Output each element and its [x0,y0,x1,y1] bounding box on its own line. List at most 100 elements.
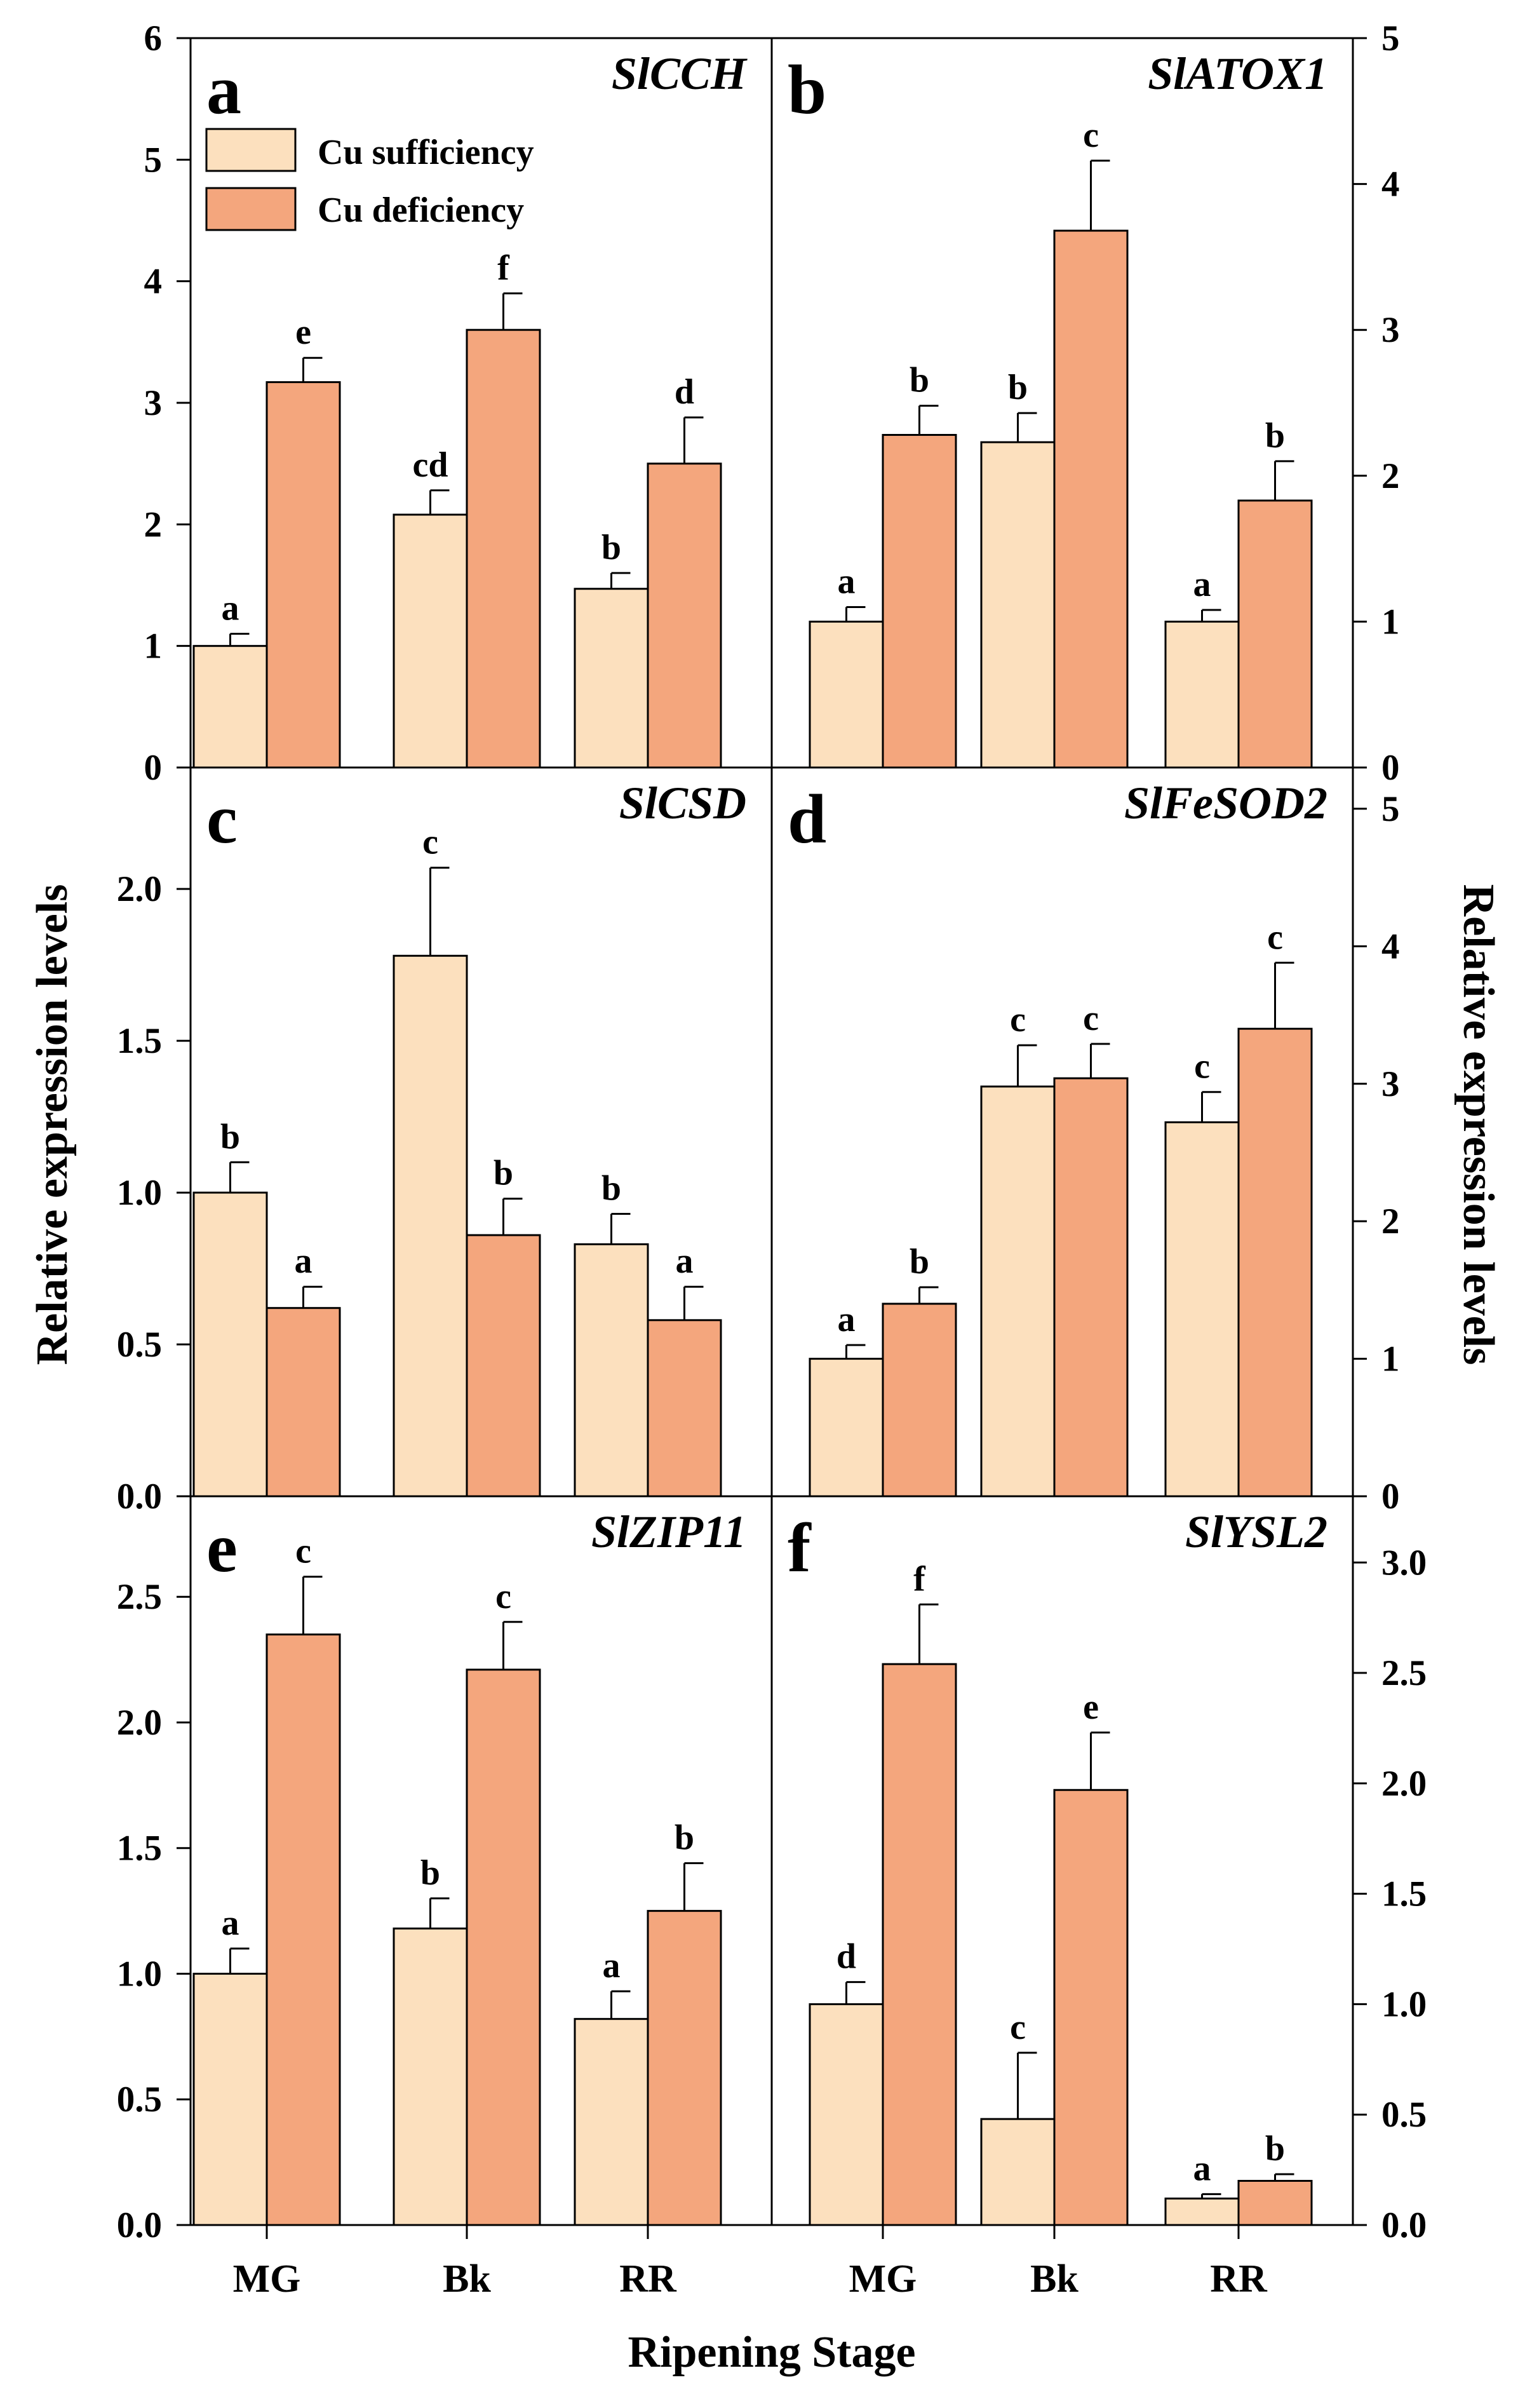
y-tick-label-b: 1 [1381,602,1400,642]
bar-b-rr-deficiency [1237,499,1313,769]
legend-swatch-cu-deficiency [205,187,297,231]
y-tick-label-a: 6 [144,18,163,58]
panel-c: 0.0 0.5 1.0 1.5 2.0 b a c b b a c SlCSD [117,766,773,1517]
significance-letter-b: a [838,562,856,601]
panel-letter-d: d [788,780,826,858]
panel-letter-a: a [206,51,241,128]
significance-letter-b: a [1193,565,1211,604]
significance-letter-d: c [1267,917,1283,957]
y-tick-label-c: 1.5 [117,1021,162,1061]
y-tick-label-f: 1.5 [1381,1874,1427,1914]
y-axis-title-left: Relative expression levels [28,884,77,1365]
bar-f-rr-sufficiency [1164,2197,1240,2226]
significance-letter-a: b [601,528,621,567]
gene-title-c: SlCSD [619,778,746,829]
bar-d-rr-deficiency [1237,1027,1313,1498]
gene-title-e: SlZIP11 [591,1506,746,1557]
bar-f-bk-sufficiency [980,2118,1056,2226]
y-tick-label-b: 4 [1381,165,1400,205]
bar-b-bk-sufficiency [980,441,1056,769]
significance-letter-a: d [675,372,694,412]
y-tick-label-b: 2 [1381,456,1400,496]
significance-letter-e: a [603,1946,621,1985]
bar-d-rr-sufficiency [1164,1121,1240,1498]
significance-letter-e: a [222,1904,239,1943]
bar-d-mg-sufficiency [809,1358,884,1498]
y-tick-label-e: 2.0 [117,1703,162,1743]
panel-d: 0 1 2 3 4 5 a b c c c c d SlFeSOD2 [770,766,1400,1517]
significance-letter-a: f [497,248,510,288]
gene-title-d: SlFeSOD2 [1124,778,1327,829]
y-tick-label-c: 2.0 [117,869,162,909]
bar-f-bk-deficiency [1053,1789,1129,2226]
bar-c-rr-deficiency [647,1319,722,1498]
bar-d-bk-deficiency [1053,1077,1129,1498]
bar-b-mg-deficiency [882,434,957,769]
y-tick-label-f: 0.5 [1381,2095,1427,2135]
y-tick-label-f: 1.0 [1381,1984,1427,2024]
significance-letter-b: b [1265,416,1285,456]
y-tick-label-d: 5 [1381,789,1400,829]
significance-letter-a: cd [413,445,448,485]
significance-letter-d: c [1010,1000,1026,1039]
legend-label-cu-deficiency: Cu deficiency [318,191,524,230]
significance-letter-f: e [1083,1688,1099,1727]
bar-c-bk-deficiency [466,1234,541,1498]
panel-letter-f: f [788,1509,812,1586]
significance-letter-c: a [295,1241,312,1281]
significance-letter-d: b [910,1242,929,1282]
y-tick-label-f: 2.0 [1381,1764,1427,1804]
bar-e-rr-deficiency [647,1910,722,2226]
y-tick-label-a: 1 [144,626,163,666]
significance-letter-c: b [220,1117,240,1156]
x-axis-title: Ripening Stage [628,2328,915,2377]
bar-d-mg-deficiency [882,1302,957,1498]
y-tick-label-f: 2.5 [1381,1653,1427,1693]
bar-a-mg-deficiency [265,381,341,769]
y-tick-label-d: 4 [1381,926,1400,966]
y-tick-label-c: 0.5 [117,1325,162,1365]
bar-a-bk-deficiency [466,328,541,769]
bar-e-mg-sufficiency [192,1972,268,2226]
panel-letter-e: e [206,1509,238,1586]
panel-e: 0.0 0.5 1.0 1.5 2.0 2.5 MG Bk RR a c b c a b e SlZIP11 [117,1495,773,2301]
significance-letter-b: b [1008,368,1028,407]
y-tick-label-e: 0.0 [117,2205,162,2245]
bar-e-rr-sufficiency [574,2018,649,2226]
significance-letter-d: c [1083,999,1099,1038]
y-tick-label-a: 0 [144,748,163,788]
bar-b-mg-sufficiency [809,620,884,769]
y-tick-label-f: 3.0 [1381,1543,1427,1583]
y-tick-label-b: 0 [1381,748,1400,788]
significance-letter-e: b [675,1818,694,1857]
x-tick-label-bk: Bk [443,2257,491,2301]
bar-b-rr-sufficiency [1164,620,1240,769]
y-tick-label-a: 5 [144,140,163,180]
panel-b: 0 1 2 3 4 5 a b b c a b b SlATOX1 [770,18,1400,788]
legend-label-cu-sufficiency: Cu sufficiency [318,133,534,172]
significance-letter-c: b [494,1154,513,1193]
y-tick-label-c: 0.0 [117,1477,162,1517]
panel-a: 0 1 2 3 4 5 6 a e cd f b d a SlCCH [144,18,773,788]
bar-b-bk-deficiency [1053,229,1129,769]
y-tick-label-d: 1 [1381,1339,1400,1379]
y-tick-label-d: 2 [1381,1201,1400,1241]
y-axis-title-right: Relative expression levels [1454,884,1503,1365]
y-tick-label-c: 1.0 [117,1173,162,1213]
significance-letter-f: a [1193,2149,1211,2188]
bar-c-bk-sufficiency [393,954,468,1498]
x-tick-label-mg: MG [849,2257,917,2301]
y-tick-label-a: 3 [144,383,163,423]
significance-letter-c: c [422,823,438,862]
gene-title-f: SlYSL2 [1185,1506,1327,1557]
significance-letter-d: a [838,1300,856,1339]
bar-c-mg-deficiency [265,1307,341,1498]
y-tick-label-e: 0.5 [117,2080,162,2120]
bar-c-rr-sufficiency [574,1243,649,1498]
y-tick-label-e: 2.5 [117,1577,162,1617]
y-tick-label-a: 4 [144,262,163,302]
gene-title-a: SlCCH [612,48,748,99]
bar-d-bk-sufficiency [980,1085,1056,1498]
